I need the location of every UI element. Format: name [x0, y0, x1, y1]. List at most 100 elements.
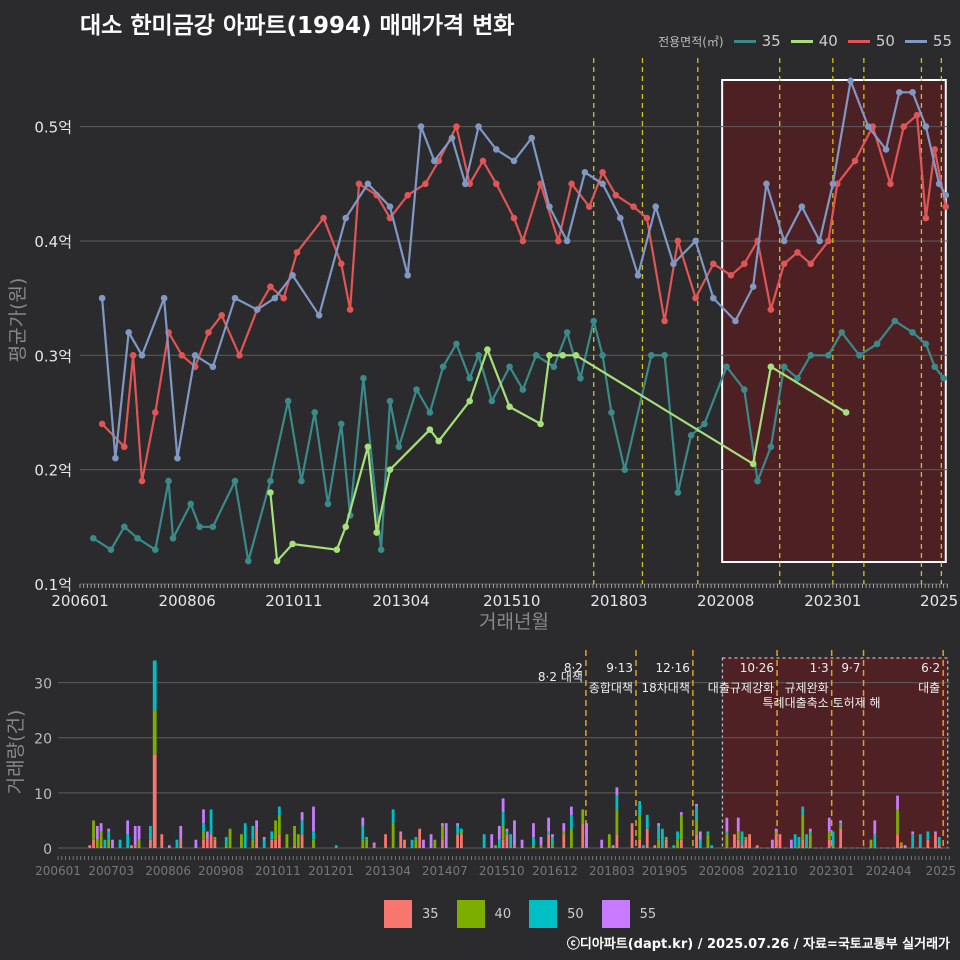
- volume-bar: [293, 825, 296, 846]
- data-point-50: [674, 237, 682, 245]
- volume-bar: [896, 809, 899, 835]
- y-tick-label: 0.4억: [34, 233, 72, 251]
- volume-bar: [896, 834, 899, 848]
- volume-bar: [441, 823, 444, 826]
- volume-bar: [827, 839, 831, 848]
- chart-title: 대소 한미금강 아파트(1994) 매매가격 변화: [80, 13, 515, 39]
- x-tick-label: 202008: [699, 864, 745, 878]
- data-point-40: [842, 409, 850, 416]
- data-point-50: [692, 294, 699, 302]
- x-tick-label: 201803: [590, 592, 647, 610]
- x-tick-label: 201011: [265, 592, 322, 610]
- volume-bar: [205, 839, 209, 848]
- data-point-50: [453, 123, 460, 130]
- data-point-55: [98, 294, 106, 302]
- volume-bar: [414, 836, 418, 840]
- volume-bar: [209, 809, 213, 835]
- volume-bar: [562, 831, 566, 835]
- data-point-35: [324, 500, 332, 508]
- volume-bar: [456, 834, 459, 848]
- volume-bar: [801, 806, 805, 815]
- credit-text: ⓒ디아파트(dapt.kr) / 2025.07.26 / 자료=국토교통부 실…: [566, 937, 950, 952]
- volume-bar: [797, 836, 801, 846]
- volume-bar: [638, 814, 642, 840]
- volume-bar: [569, 806, 573, 815]
- data-point-50: [661, 317, 668, 325]
- data-point-55: [847, 77, 854, 85]
- data-point-55: [922, 123, 930, 130]
- data-point-50: [510, 214, 518, 222]
- data-point-55: [492, 146, 500, 153]
- data-point-35: [674, 489, 682, 496]
- data-point-50: [630, 203, 637, 210]
- legend-box: [529, 900, 558, 928]
- y-tick-label: 0.2억: [34, 462, 72, 480]
- policy-label: 8·2 대책: [538, 669, 583, 684]
- data-point-40: [537, 420, 544, 428]
- volume-bar: [460, 831, 463, 835]
- volume-bar: [774, 831, 778, 835]
- volume-bar: [532, 836, 535, 846]
- data-point-50: [346, 306, 354, 313]
- volume-bar: [501, 825, 505, 840]
- volume-bar: [695, 834, 698, 848]
- policy-label: 특례대출축소 토허제 해: [762, 696, 880, 710]
- data-point-55: [461, 180, 469, 188]
- volume-bar: [736, 831, 740, 840]
- volume-bar: [748, 834, 752, 848]
- legend-item-40: 40: [790, 32, 838, 50]
- volume-bar: [403, 839, 406, 848]
- volume-bar: [899, 842, 903, 846]
- x-tick-label: 200601: [35, 864, 81, 878]
- volume-bar: [581, 809, 585, 824]
- data-point-55: [271, 294, 279, 302]
- volume-bar: [418, 828, 422, 848]
- data-point-40: [289, 540, 296, 548]
- volume-bar: [615, 787, 619, 796]
- volume-bar: [615, 834, 619, 848]
- volume-bar: [312, 839, 315, 848]
- volume-bar: [736, 817, 740, 832]
- volume-bar: [501, 798, 505, 813]
- volume-bar: [334, 845, 338, 848]
- policy-date-label: 1·3: [810, 661, 829, 675]
- data-point-55: [709, 294, 717, 302]
- data-point-55: [798, 203, 806, 210]
- volume-bar: [243, 823, 247, 848]
- data-point-55: [829, 180, 837, 188]
- data-point-35: [187, 500, 195, 508]
- data-point-40: [749, 460, 757, 468]
- volume-bar: [152, 660, 157, 711]
- x-tick-label: 200703: [88, 864, 134, 878]
- data-point-35: [506, 363, 513, 371]
- volume-bar: [399, 831, 403, 835]
- volume-bar: [152, 710, 157, 755]
- x-tick-label: 201304: [365, 864, 411, 878]
- data-point-35: [550, 363, 558, 371]
- volume-bar: [160, 834, 164, 848]
- volume-bar: [460, 828, 463, 832]
- data-point-55: [909, 89, 916, 96]
- legend-item-35: 35: [733, 32, 781, 50]
- x-tick-label: 200601: [51, 592, 108, 610]
- volume-bar: [937, 845, 941, 848]
- data-point-55: [209, 363, 217, 371]
- data-point-55: [160, 294, 168, 302]
- data-point-55: [253, 306, 261, 313]
- data-point-55: [138, 352, 146, 359]
- volume-bar: [926, 839, 930, 848]
- data-point-55: [652, 203, 660, 210]
- x-tick-label: 201803: [589, 864, 635, 878]
- data-point-35: [151, 546, 159, 553]
- volume-bar: [509, 834, 513, 848]
- volume-bar: [274, 820, 277, 840]
- volume-bar: [698, 831, 702, 840]
- policy-date-label: 9·13: [606, 661, 633, 675]
- volume-bar: [293, 845, 296, 848]
- policy-label: 규제완화: [785, 681, 829, 695]
- volume-bar: [706, 834, 710, 848]
- volume-bar: [569, 828, 573, 848]
- series-line-55: [101, 76, 947, 459]
- policy-label: 18차대책: [641, 680, 689, 695]
- volume-bar: [899, 845, 903, 848]
